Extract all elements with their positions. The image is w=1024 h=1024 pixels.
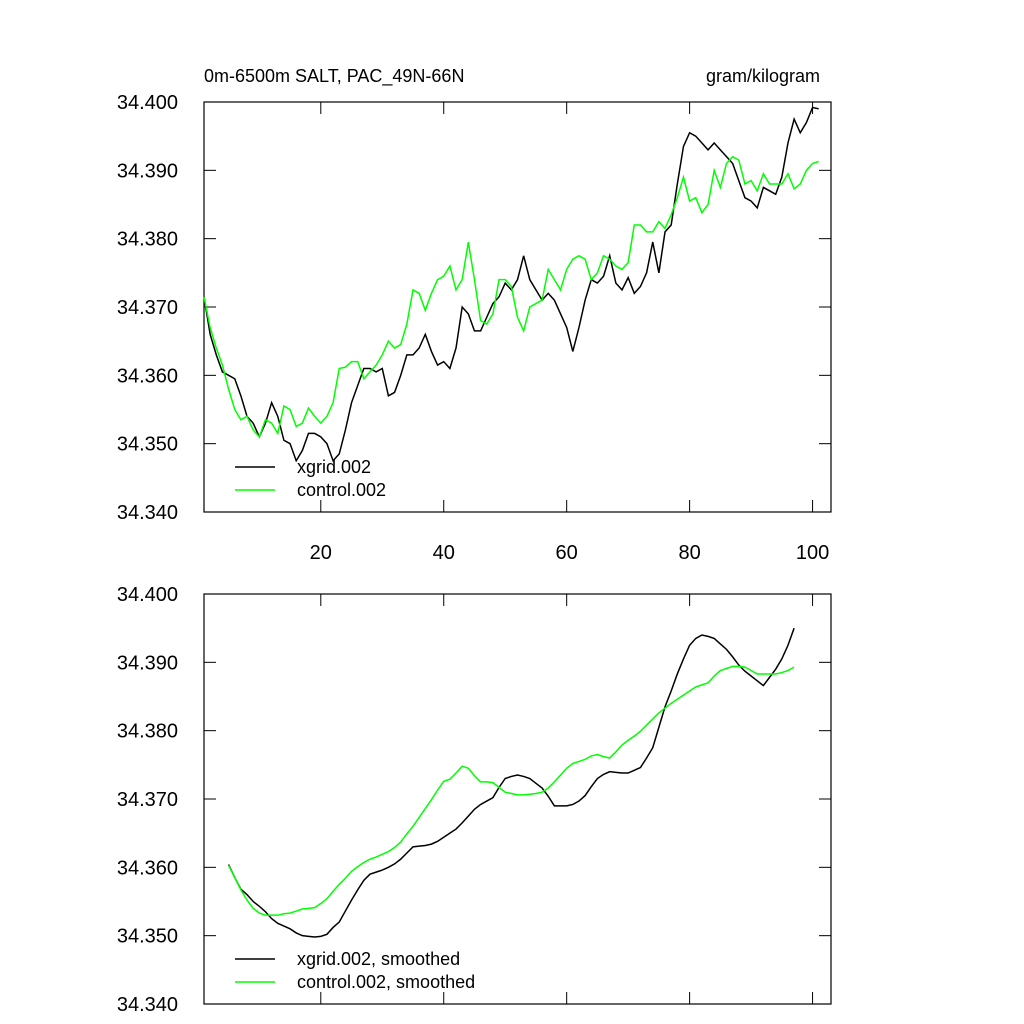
y-tick-label: 34.360 [117, 365, 178, 387]
line-series [203, 106, 819, 463]
x-tick-label: 40 [433, 542, 455, 564]
plot-frame [203, 593, 832, 1005]
y-tick-label: 34.380 [117, 721, 178, 743]
x-tick-label: 60 [556, 542, 578, 564]
line-series [203, 155, 819, 439]
legend-label: control.002, smoothed [297, 972, 475, 992]
legend-label: xgrid.002, smoothed [297, 949, 460, 969]
x-tick-label: 100 [796, 542, 829, 564]
y-tick-label: 34.350 [117, 926, 178, 948]
y-tick-label: 34.370 [117, 789, 178, 811]
x-tick-label: 80 [678, 542, 700, 564]
line-series [227, 627, 795, 938]
y-tick-label: 34.340 [117, 502, 178, 524]
x-tick-label: 20 [310, 542, 332, 564]
y-tick-label: 34.390 [117, 652, 178, 674]
y-tick-label: 34.350 [117, 434, 178, 456]
y-tick-label: 34.380 [117, 229, 178, 251]
y-tick-label: 34.370 [117, 297, 178, 319]
plot-frame [203, 101, 832, 513]
line-series [227, 665, 795, 916]
y-tick-label: 34.400 [117, 584, 178, 606]
y-tick-label: 34.390 [117, 160, 178, 182]
legend-label: control.002 [297, 480, 386, 500]
y-tick-label: 34.400 [117, 92, 178, 114]
legend-label: xgrid.002 [297, 457, 371, 477]
units-label: gram/kilogram [706, 66, 820, 86]
chart-title: 0m-6500m SALT, PAC_49N-66N [204, 66, 464, 87]
y-tick-label: 34.360 [117, 857, 178, 879]
y-tick-label: 34.340 [117, 994, 178, 1016]
